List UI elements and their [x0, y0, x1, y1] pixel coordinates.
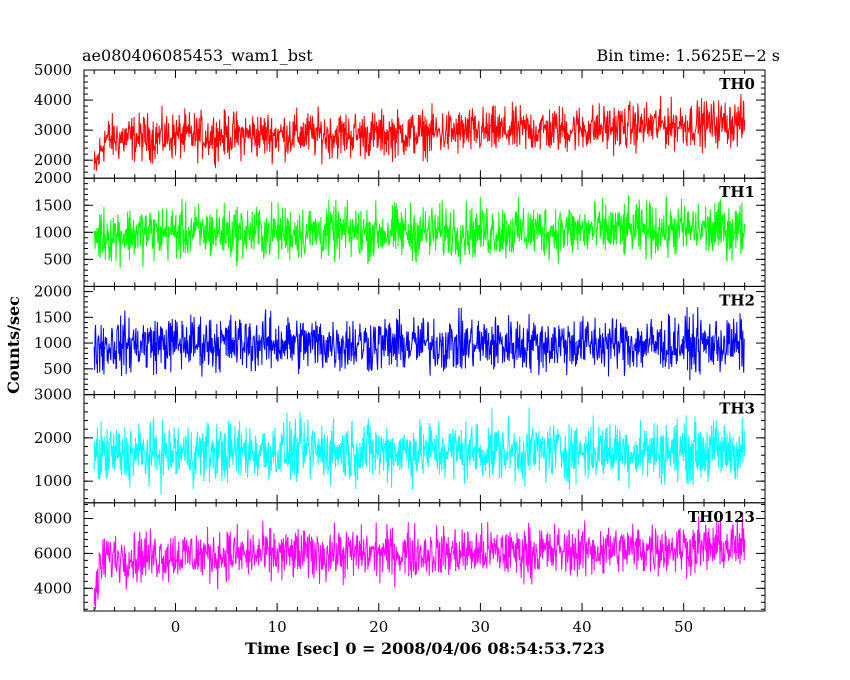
panel-th2: 500 1000 1500 2000 TH2	[34, 283, 766, 396]
y-tick-label: 500	[43, 360, 72, 378]
panel-label-th2: TH2	[719, 291, 755, 309]
y-tick-label: 6000	[34, 544, 72, 562]
y-tick-label: 4000	[34, 91, 72, 109]
y-tick-label: 3000	[34, 121, 72, 139]
y-tick-label: 8000	[34, 510, 72, 528]
y-axis-label: Counts/sec	[4, 296, 23, 394]
y-tick-label: 2000	[34, 283, 72, 301]
series-th2-trace	[93, 307, 745, 381]
panels-group: 2000300040005000TH0500100015002000TH1500…	[34, 61, 766, 612]
x-tick-label: 30	[471, 618, 490, 636]
x-axis: 0 10 20 30 40 50	[171, 618, 694, 636]
series-th0123-trace	[93, 515, 746, 610]
y-tick-label: 2000	[34, 429, 72, 447]
x-tick-label: 50	[674, 618, 693, 636]
y-tick-label: 1000	[34, 223, 72, 241]
panel-label-th3: TH3	[719, 400, 755, 418]
panel-label-th0123: TH0123	[688, 508, 755, 526]
panel-th3: 1000 2000 3000 TH3	[34, 386, 766, 504]
series-th3-trace	[93, 407, 746, 495]
x-tick-label: 20	[369, 618, 388, 636]
chart-title: ae080406085453_wam1_bst	[82, 46, 313, 65]
panel-th0: 2000 3000 4000 5000 TH0	[34, 61, 766, 179]
panel-frame	[83, 502, 766, 612]
y-tick-label: 1500	[34, 308, 72, 326]
y-tick-label: 1000	[34, 472, 72, 490]
x-axis-label: Time [sec] 0 = 2008/04/06 08:54:53.723	[245, 639, 605, 658]
series-th0-trace	[93, 94, 746, 171]
y-tick-label: 3000	[34, 386, 72, 404]
y-tick-label: 1000	[34, 334, 72, 352]
y-tick-label: 2000	[34, 151, 72, 169]
x-tick-label: 40	[572, 618, 591, 636]
panel-label-th0: TH0	[719, 75, 755, 93]
x-tick-label: 10	[268, 618, 287, 636]
panel-th1: 500 1000 1500 2000 TH1	[34, 169, 766, 287]
series-th1-trace	[93, 195, 746, 269]
y-tick-label: 2000	[34, 169, 72, 187]
panel-th0123: 4000 6000 8000 TH0123	[34, 502, 766, 612]
y-tick-label: 500	[43, 250, 72, 268]
y-tick-label: 5000	[34, 61, 72, 79]
bin-time-label: Bin time: 1.5625E−2 s	[597, 46, 780, 65]
x-tick-label: 0	[171, 618, 181, 636]
panel-label-th1: TH1	[719, 183, 755, 201]
y-tick-label: 1500	[34, 196, 72, 214]
y-tick-label: 4000	[34, 579, 72, 597]
